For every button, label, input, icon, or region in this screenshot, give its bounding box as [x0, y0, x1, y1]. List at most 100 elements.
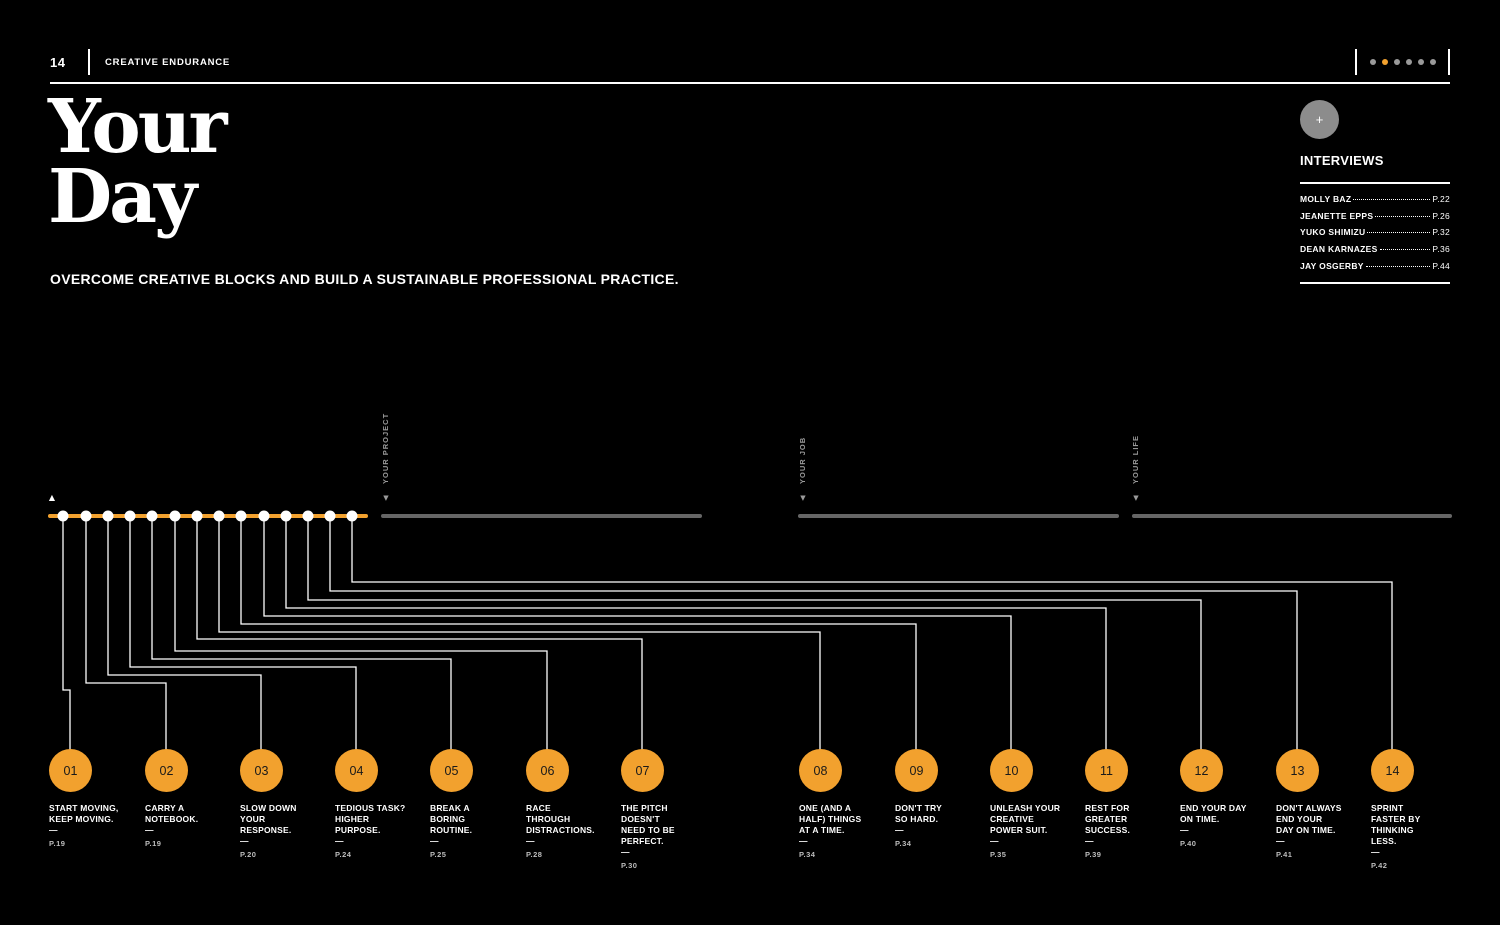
interview-item[interactable]: JEANETTE EPPS P.26	[1300, 211, 1450, 228]
pager-dot-active[interactable]	[1381, 59, 1388, 65]
step-page-ref[interactable]: P.34	[799, 850, 816, 859]
step-title: END YOUR DAY ON TIME.	[1180, 803, 1247, 824]
dot-leader	[1375, 215, 1431, 217]
step-card[interactable]: 11 REST FOR GREATER SUCCESS. — P.39	[1085, 749, 1165, 859]
timeline-dot	[324, 510, 336, 522]
interview-page: P.26	[1432, 210, 1450, 221]
step-page-ref[interactable]: P.20	[240, 850, 257, 859]
timeline-dot	[80, 510, 92, 522]
step-number-badge: 10	[990, 749, 1033, 792]
pager-dot[interactable]	[1405, 59, 1412, 65]
step-dash: —	[335, 836, 344, 846]
pager-dot[interactable]	[1429, 59, 1436, 65]
step-card[interactable]: 12 END YOUR DAY ON TIME. — P.40	[1180, 749, 1260, 848]
step-dash: —	[49, 825, 58, 835]
connector-line	[351, 516, 1393, 750]
section-label-vertical: YOUR PROJECT	[381, 413, 390, 484]
step-dash: —	[1180, 825, 1189, 835]
timeline-dot	[280, 510, 292, 522]
step-card[interactable]: 14 SPRINT FASTER BY THINKING LESS. — P.42	[1371, 749, 1451, 870]
page-number: 14	[50, 55, 66, 70]
page-subtitle: OVERCOME CREATIVE BLOCKS AND BUILD A SUS…	[50, 271, 679, 287]
connector-line	[151, 516, 452, 750]
connector-line	[285, 516, 1107, 750]
step-number-badge: 06	[526, 749, 569, 792]
step-page-ref[interactable]: P.34	[895, 839, 912, 848]
step-card[interactable]: 13 DON'T ALWAYS END YOUR DAY ON TIME. — P.4…	[1276, 749, 1356, 859]
interviews-list: MOLLY BAZ P.22 JEANETTE EPPS P.26 YUKO S…	[1300, 194, 1450, 277]
step-page-ref[interactable]: P.30	[621, 861, 638, 870]
step-title: REST FOR GREATER SUCCESS.	[1085, 803, 1131, 835]
step-card[interactable]: 05 BREAK A BORING ROUTINE. — P.25	[430, 749, 510, 859]
step-page-ref[interactable]: P.25	[430, 850, 447, 859]
step-title: UNLEASH YOUR CREATIVE POWER SUIT.	[990, 803, 1061, 835]
step-dash: —	[621, 847, 630, 857]
step-title: SLOW DOWN YOUR RESPONSE.	[240, 803, 297, 835]
step-page-ref[interactable]: P.24	[335, 850, 352, 859]
step-number-badge: 07	[621, 749, 664, 792]
step-page-ref[interactable]: P.28	[526, 850, 543, 859]
step-number-badge: 08	[799, 749, 842, 792]
section-arrow-icon: ▼	[383, 494, 389, 502]
step-card[interactable]: 08 ONE (AND A HALF) THINGS AT A TIME. — P.3…	[799, 749, 879, 859]
step-card[interactable]: 03 SLOW DOWN YOUR RESPONSE. — P.20	[240, 749, 320, 859]
connector-line	[174, 516, 548, 750]
timeline-dot	[169, 510, 181, 522]
interviews-rule-bottom	[1300, 282, 1450, 284]
step-title: DON'T ALWAYS END YOUR DAY ON TIME.	[1276, 803, 1342, 835]
step-number-badge: 14	[1371, 749, 1414, 792]
connector-line	[196, 516, 643, 750]
step-page-ref[interactable]: P.19	[49, 839, 66, 848]
timeline-dot	[346, 510, 358, 522]
step-page-ref[interactable]: P.40	[1180, 839, 1197, 848]
step-card[interactable]: 02 CARRY A NOTEBOOK. — P.19	[145, 749, 225, 848]
step-dash: —	[526, 836, 535, 846]
interview-item[interactable]: DEAN KARNAZES P.36	[1300, 244, 1450, 261]
timeline-dot	[258, 510, 270, 522]
interview-page: P.36	[1432, 244, 1450, 255]
step-number-badge: 03	[240, 749, 283, 792]
page-title-line-1: Your	[48, 84, 228, 170]
step-dash: —	[1085, 836, 1094, 846]
interview-item[interactable]: MOLLY BAZ P.22	[1300, 194, 1450, 211]
timeline-dot	[146, 510, 158, 522]
dot-leader	[1367, 232, 1431, 234]
step-card[interactable]: 07 THE PITCH DOESN'T NEED TO BE PERFECT. —…	[621, 749, 701, 870]
connector-line	[329, 516, 1298, 750]
page-title-line-2: Day	[48, 154, 197, 240]
step-title: TEDIOUS TASK? HIGHER PURPOSE.	[335, 803, 406, 835]
step-title: DON'T TRY SO HARD.	[895, 803, 942, 824]
step-card[interactable]: 09 DON'T TRY SO HARD. — P.34	[895, 749, 975, 848]
step-card[interactable]: 01 START MOVING, KEEP MOVING. — P.19	[49, 749, 129, 848]
interview-item[interactable]: JAY OSGERBY P.44	[1300, 261, 1450, 278]
step-dash: —	[895, 825, 904, 835]
section-arrow-icon: ▼	[800, 494, 806, 502]
step-card[interactable]: 06 RACE THROUGH DISTRACTIONS. — P.28	[526, 749, 606, 859]
step-page-ref[interactable]: P.41	[1276, 850, 1293, 859]
page-indicator[interactable]	[1355, 49, 1450, 75]
dot-leader	[1353, 199, 1431, 200]
step-card[interactable]: 10 UNLEASH YOUR CREATIVE POWER SUIT. — P.35	[990, 749, 1070, 859]
pager-dot[interactable]	[1369, 59, 1376, 65]
step-page-ref[interactable]: P.39	[1085, 850, 1102, 859]
step-number-badge: 09	[895, 749, 938, 792]
step-dash: —	[1276, 836, 1285, 846]
pager-dot[interactable]	[1393, 59, 1400, 65]
interview-item[interactable]: YUKO SHIMIZU P.32	[1300, 227, 1450, 244]
step-dash: —	[990, 836, 999, 846]
step-page-ref[interactable]: P.42	[1371, 861, 1388, 870]
step-page-ref[interactable]: P.35	[990, 850, 1007, 859]
pager-dot[interactable]	[1417, 59, 1424, 65]
connector-line	[62, 516, 71, 750]
step-dash: —	[430, 836, 439, 846]
timeline-dot	[102, 510, 114, 522]
step-page-ref[interactable]: P.19	[145, 839, 162, 848]
step-title: START MOVING, KEEP MOVING.	[49, 803, 119, 824]
step-title: RACE THROUGH DISTRACTIONS.	[526, 803, 595, 835]
interview-name: YUKO SHIMIZU	[1300, 227, 1366, 238]
connector-line	[218, 516, 821, 750]
step-number-badge: 13	[1276, 749, 1319, 792]
step-card[interactable]: 04 TEDIOUS TASK? HIGHER PURPOSE. — P.24	[335, 749, 415, 859]
interviews-expand-button[interactable]: +	[1300, 100, 1339, 139]
